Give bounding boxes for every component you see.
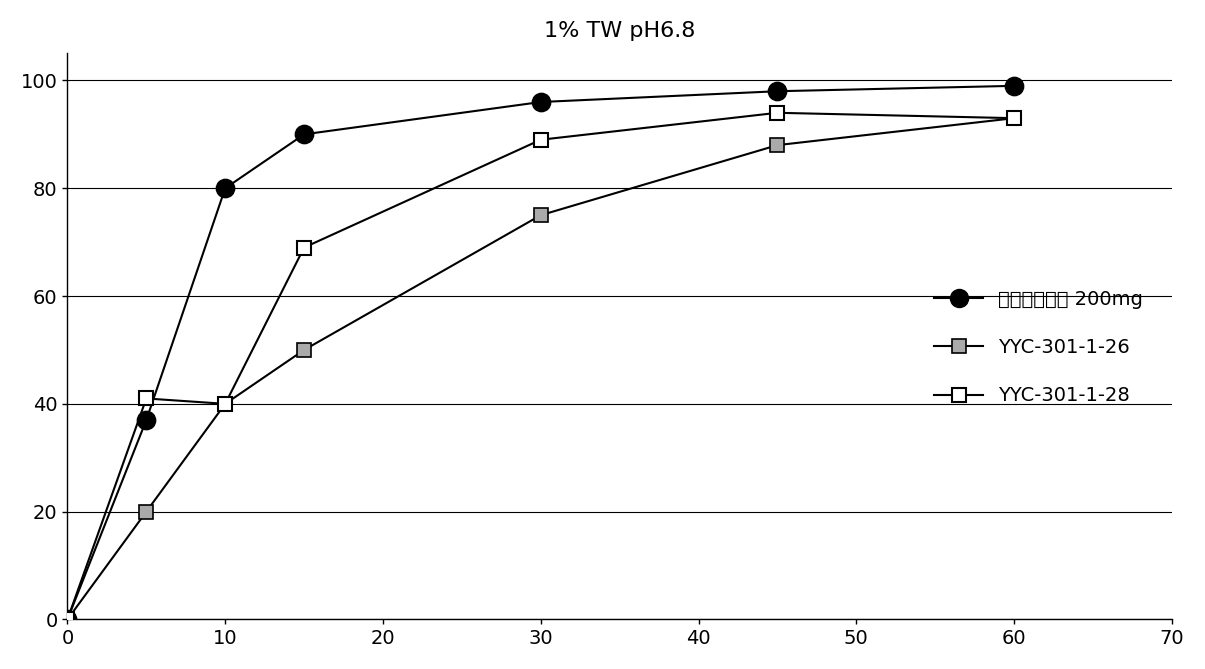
Legend: 塞来昔布胶囊 200mg, YYC-301-1-26, YYC-301-1-28: 塞来昔布胶囊 200mg, YYC-301-1-26, YYC-301-1-28 (927, 282, 1151, 413)
Title: 1% TW pH6.8: 1% TW pH6.8 (543, 21, 695, 41)
